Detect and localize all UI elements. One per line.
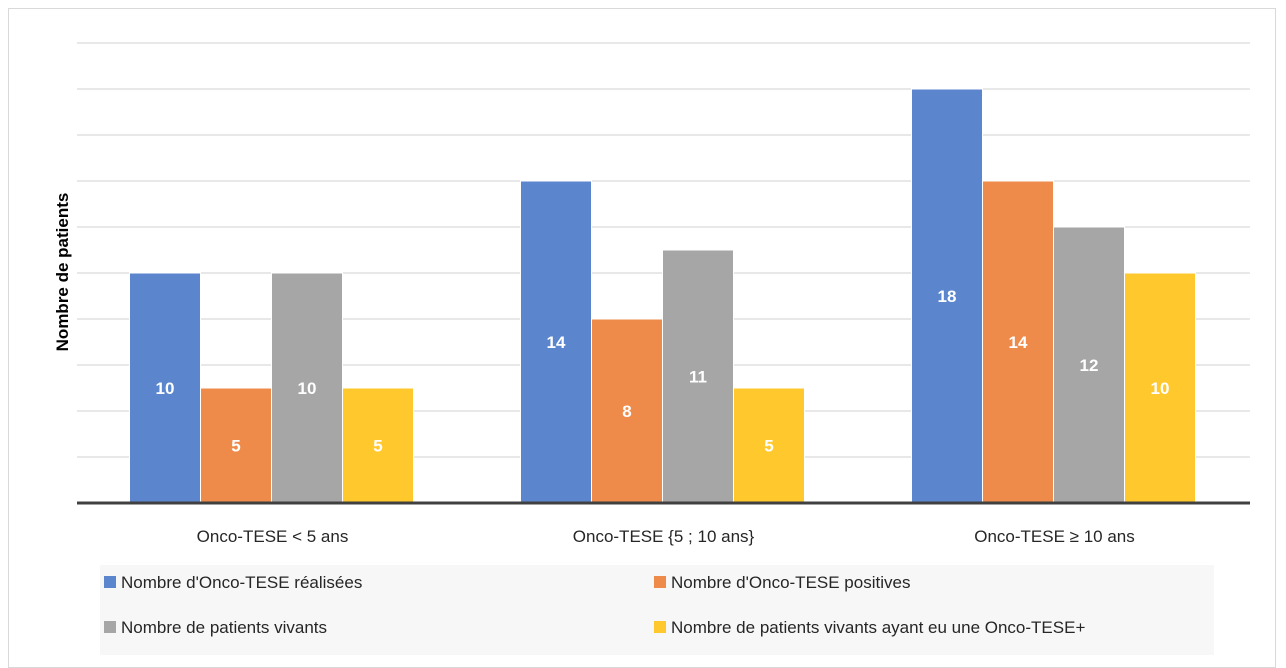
bar (1053, 226, 1125, 504)
bars (129, 88, 1196, 504)
bar (520, 180, 592, 504)
legend: Nombre d'Onco-TESE réalisées Nombre d'Onc… (100, 565, 1214, 655)
legend-swatch (104, 621, 116, 633)
legend-label: Nombre de patients vivants (121, 618, 327, 637)
data-label: 18 (938, 287, 957, 306)
category-label: Onco-TESE {5 ; 10 ans} (573, 527, 755, 546)
data-label: 10 (156, 379, 175, 398)
legend-label: Nombre d'Onco-TESE réalisées (121, 573, 362, 592)
bar (911, 88, 983, 504)
category-label: Onco-TESE < 5 ans (197, 527, 349, 546)
data-labels: 10 5 10 5 14 8 11 5 18 14 12 10 (156, 287, 1170, 456)
legend-label: Nombre d'Onco-TESE positives (671, 573, 910, 592)
bar (591, 318, 663, 504)
data-label: 11 (689, 368, 707, 387)
bar (982, 180, 1054, 504)
bar (733, 387, 805, 504)
legend-swatch (654, 576, 666, 588)
data-label: 5 (373, 437, 382, 456)
data-label: 14 (547, 333, 566, 352)
bar (1124, 272, 1196, 504)
bar (662, 249, 734, 504)
bar (271, 272, 343, 504)
legend-swatch (104, 576, 116, 588)
category-label: Onco-TESE ≥ 10 ans (974, 527, 1135, 546)
data-label: 8 (622, 402, 631, 421)
data-label: 10 (1151, 379, 1170, 398)
bar (342, 387, 414, 504)
category-labels: Onco-TESE < 5 ans Onco-TESE {5 ; 10 ans} O… (197, 527, 1135, 546)
data-label: 5 (764, 437, 773, 456)
y-axis-label: Nombre de patients (53, 193, 72, 352)
legend-swatch (654, 621, 666, 633)
data-label: 5 (231, 437, 240, 456)
legend-label: Nombre de patients vivants ayant eu une … (671, 618, 1085, 637)
bar (129, 272, 201, 504)
data-label: 14 (1009, 333, 1028, 352)
data-label: 12 (1080, 356, 1099, 375)
data-label: 10 (298, 379, 317, 398)
